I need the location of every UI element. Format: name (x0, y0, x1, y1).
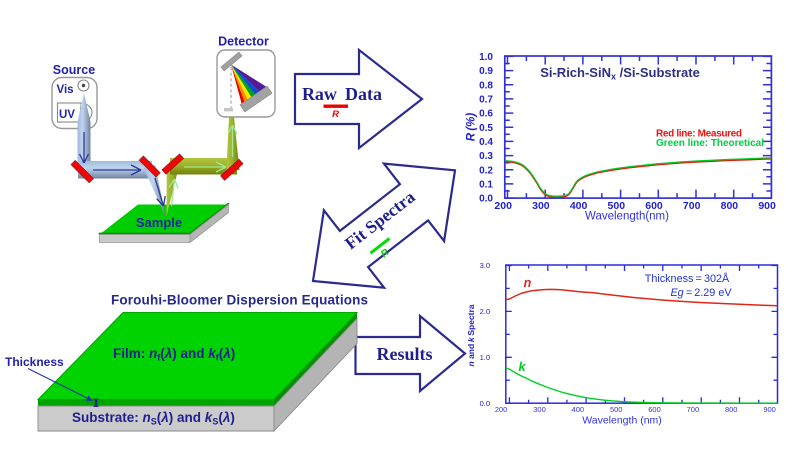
svg-text:Thickness: Thickness (5, 355, 64, 369)
svg-text:R: R (332, 109, 339, 120)
svg-text:Eg = 2.29 eV: Eg = 2.29 eV (670, 287, 732, 299)
svg-text:Red line: Measured: Red line: Measured (656, 129, 742, 140)
svg-text:Source: Source (53, 63, 95, 77)
svg-text:0.2: 0.2 (479, 165, 493, 176)
svg-text:Si-Rich-SiNx /Si-Substrate: Si-Rich-SiNx /Si-Substrate (540, 65, 700, 82)
svg-text:500: 500 (610, 405, 623, 414)
svg-text:800: 800 (721, 200, 739, 212)
svg-text:0.0: 0.0 (479, 194, 493, 205)
svg-text:1.0: 1.0 (480, 353, 490, 362)
svg-text:Forouhi-Bloomer Dispersion Equ: Forouhi-Bloomer Dispersion Equations (111, 293, 368, 308)
svg-text:Thickness = 302Å: Thickness = 302Å (645, 272, 730, 285)
svg-text:600: 600 (645, 200, 663, 212)
svg-text:Results: Results (376, 344, 432, 364)
svg-text:Vis: Vis (57, 84, 74, 96)
svg-text:0.4: 0.4 (479, 137, 493, 148)
svg-text:2.0: 2.0 (480, 307, 490, 316)
svg-text:700: 700 (683, 200, 701, 212)
svg-text:0.3: 0.3 (479, 151, 493, 162)
svg-text:UV: UV (59, 109, 75, 121)
svg-text:Wavelength(nm): Wavelength(nm) (585, 211, 669, 223)
svg-text:R (%): R (%) (466, 113, 478, 142)
svg-text:0.9: 0.9 (479, 66, 493, 77)
svg-text:500: 500 (608, 200, 626, 212)
svg-text:Sample: Sample (136, 215, 182, 230)
svg-text:700: 700 (687, 405, 700, 414)
svg-text:800: 800 (725, 405, 738, 414)
svg-text:0.5: 0.5 (479, 123, 493, 134)
svg-text:0.8: 0.8 (479, 80, 493, 91)
svg-text:400: 400 (572, 405, 585, 414)
svg-text:n: n (524, 276, 532, 290)
svg-text:200: 200 (494, 200, 512, 212)
svg-text:300: 300 (532, 200, 550, 212)
svg-text:Film: nf(λ) and kf(λ): Film: nf(λ) and kf(λ) (113, 346, 235, 363)
svg-text:300: 300 (533, 405, 546, 414)
svg-text:0.0: 0.0 (480, 399, 490, 408)
svg-text:3.0: 3.0 (480, 261, 490, 270)
svg-text:0.1: 0.1 (479, 180, 493, 191)
svg-text:0.6: 0.6 (479, 109, 493, 120)
svg-text:Substrate: nS(λ) and kS(λ): Substrate: nS(λ) and kS(λ) (72, 410, 235, 427)
svg-text:n and k Spectra: n and k Spectra (466, 304, 476, 366)
svg-text:200: 200 (495, 405, 508, 414)
svg-text:0.7: 0.7 (479, 95, 493, 106)
svg-text:900: 900 (763, 405, 776, 414)
svg-text:900: 900 (758, 200, 776, 212)
svg-text:Raw Data: Raw Data (302, 84, 382, 104)
svg-text:1.0: 1.0 (479, 52, 493, 63)
svg-text:Detector: Detector (218, 35, 269, 49)
svg-text:k: k (519, 360, 527, 374)
svg-text:600: 600 (648, 405, 661, 414)
svg-text:Green line: Theoretical: Green line: Theoretical (656, 138, 764, 149)
svg-text:400: 400 (570, 200, 588, 212)
svg-text:Wavelength (nm): Wavelength (nm) (582, 415, 662, 427)
